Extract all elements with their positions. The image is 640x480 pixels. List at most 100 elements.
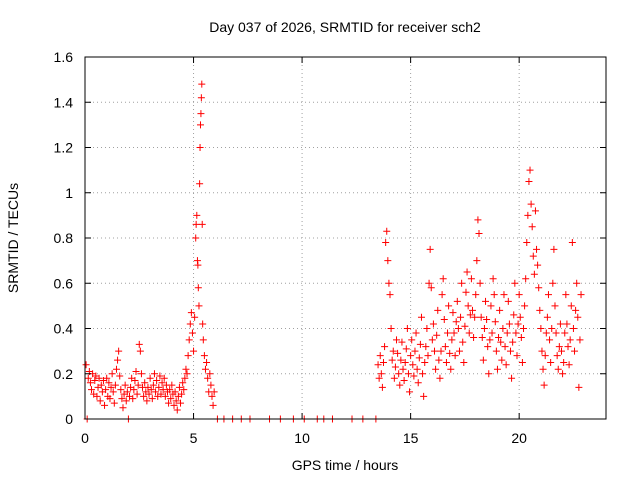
data-point [197,110,205,118]
data-point [159,386,167,394]
x-tick-label: 15 [403,430,419,446]
data-point [415,354,423,362]
data-point [413,365,421,373]
data-point [82,361,90,369]
data-point [458,279,466,287]
data-point [459,338,467,346]
data-point [577,291,585,299]
data-point [401,358,409,366]
data-point [88,386,96,394]
data-point [167,395,175,403]
data-point [192,234,200,242]
data-point [528,223,536,231]
data-point [439,275,447,283]
data-point [467,275,475,283]
x-tick-label: 5 [190,430,198,446]
data-point [385,279,393,287]
data-point [455,347,463,355]
data-point [513,352,521,360]
data-point [181,374,189,382]
data-point [548,325,556,332]
data-point [95,374,103,382]
data-point [522,275,530,283]
data-point [140,392,148,400]
data-point [495,334,503,342]
data-point [426,245,434,253]
data-point [123,388,131,396]
data-point [384,257,392,265]
data-point [490,291,498,299]
data-point [444,329,452,337]
data-point [524,211,532,219]
data-point [542,329,550,337]
data-point [137,370,145,378]
data-point [204,374,212,382]
data-point [535,284,543,292]
data-point [172,397,180,405]
data-point [198,220,206,228]
data-point [110,399,118,407]
data-point [503,329,511,337]
data-point [486,336,494,344]
data-point [534,261,542,269]
data-point [419,370,427,378]
data-point [402,345,410,353]
data-point [529,252,537,260]
y-tick-label: 0.2 [54,366,74,382]
data-point [406,388,414,396]
data-point [479,356,487,364]
data-point [448,336,456,344]
data-point [118,395,126,403]
data-point [527,200,535,208]
y-axis-label: SRMTID / TECUs [5,183,21,293]
data-point [552,329,560,337]
data-point [190,347,198,355]
data-point [184,352,192,360]
data-point [432,365,440,373]
data-point [383,227,391,235]
data-point [499,325,507,332]
data-point [496,306,504,314]
data-point [143,397,151,405]
data-point [482,297,490,305]
data-point [396,381,404,389]
data-point [531,207,539,215]
data-point [497,338,505,346]
data-point [147,386,155,394]
data-point [130,386,138,394]
data-point [180,386,188,394]
data-point [462,288,470,296]
data-point [166,386,174,394]
y-tick-label: 0 [65,411,73,427]
data-point [170,401,178,409]
data-point [191,313,199,321]
data-point [378,383,386,391]
data-point [569,325,577,332]
data-point [119,404,127,412]
data-point [155,383,163,391]
data-point [122,397,130,405]
data-point [433,331,441,339]
data-point [520,325,528,332]
data-point [518,358,526,366]
data-point [564,343,572,351]
data-point [96,397,104,405]
data-point [508,374,516,382]
x-axis-label: GPS time / hours [292,457,399,473]
data-point [108,370,116,378]
data-point [197,94,205,102]
data-point [157,390,165,398]
data-point [472,291,480,299]
data-point [148,395,156,403]
data-point [562,291,570,299]
data-point [84,374,92,382]
data-point [509,338,517,346]
data-point [550,245,558,253]
data-point [514,320,522,328]
data-point [422,343,430,351]
data-point [106,395,114,403]
data-point [117,386,125,394]
data-point [131,377,139,385]
data-point [182,365,190,373]
data-point [115,347,123,355]
